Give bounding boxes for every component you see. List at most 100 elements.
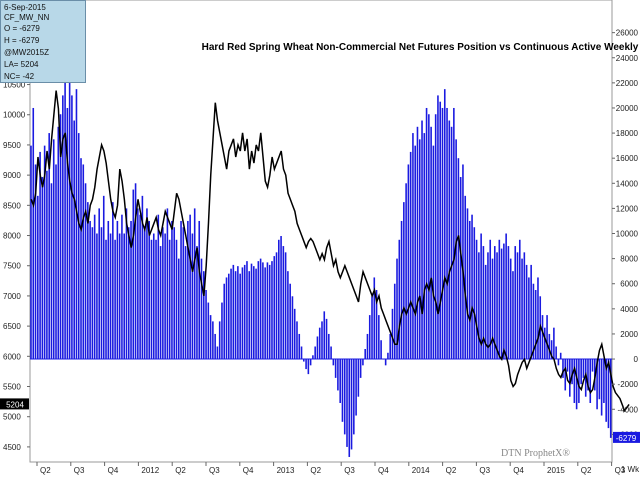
position-bar	[448, 120, 451, 360]
position-bar	[468, 220, 471, 360]
position-bar	[52, 139, 55, 360]
position-bar	[434, 114, 437, 360]
position-bar	[150, 239, 153, 360]
x-tick-label: Q4	[243, 466, 254, 475]
position-bar	[55, 164, 57, 360]
left-tick-label: 9000	[3, 171, 21, 180]
position-bar	[282, 246, 285, 360]
position-bar	[118, 233, 121, 360]
position-bar	[32, 107, 35, 360]
position-bar	[246, 261, 248, 360]
position-bar	[82, 164, 85, 360]
position-bar	[557, 359, 560, 366]
position-bar	[139, 214, 141, 360]
position-bar	[346, 359, 348, 447]
right-tick-label: 2000	[620, 330, 638, 339]
position-bar	[368, 315, 371, 360]
x-edge-label: 1 Wk	[621, 465, 640, 474]
position-bar	[91, 227, 94, 360]
position-bar	[205, 290, 207, 360]
position-bar	[107, 220, 110, 360]
position-bar	[518, 239, 521, 360]
position-bar	[130, 220, 132, 360]
position-bar	[555, 346, 557, 360]
position-bar	[439, 101, 442, 360]
position-bar	[532, 283, 535, 360]
position-bar	[587, 359, 589, 391]
x-tick-label: Q2	[40, 466, 51, 475]
position-bar	[43, 145, 46, 360]
x-tick-label: Q3	[615, 466, 626, 475]
position-bar	[493, 246, 496, 360]
position-bar	[521, 258, 523, 360]
info-date: 6-Sep-2015	[4, 3, 46, 12]
position-bar	[507, 246, 510, 360]
position-bar	[484, 264, 487, 360]
right-tick-label: 26000	[616, 29, 639, 38]
position-bar	[68, 82, 71, 360]
right-tick-label: 10000	[616, 230, 639, 239]
position-bar	[227, 273, 230, 360]
x-tick-label: Q2	[175, 466, 186, 475]
position-bar	[441, 107, 444, 360]
position-bar	[462, 164, 464, 360]
position-bar	[164, 233, 166, 360]
position-bar	[73, 120, 75, 360]
info-high: H = -6279	[4, 36, 40, 45]
position-bar	[541, 315, 544, 360]
position-bar	[121, 214, 123, 360]
position-bar	[50, 183, 53, 360]
position-bar	[298, 333, 301, 360]
position-marker: -6279	[613, 431, 640, 443]
right-tick-label: 6000	[620, 280, 638, 289]
position-bar	[291, 296, 294, 360]
right-axis: -6000-4000-20000200040006000800010000120…	[612, 29, 639, 439]
position-bar	[482, 246, 485, 360]
position-bar	[57, 126, 60, 360]
position-bar	[41, 177, 44, 360]
position-bar	[403, 202, 405, 360]
position-bar	[293, 308, 296, 360]
position-bar	[353, 359, 355, 435]
position-bar	[423, 133, 426, 360]
position-bar	[375, 290, 378, 360]
position-bar	[328, 333, 330, 360]
position-bar	[341, 359, 344, 422]
info-box: 6-Sep-2015 CF_MW_NN O = -6279 H = -6279 …	[0, 0, 86, 83]
position-bar	[59, 114, 62, 360]
position-bar	[75, 89, 78, 360]
position-bar	[152, 233, 155, 360]
position-bar	[127, 227, 130, 360]
left-tick-label: 4500	[3, 443, 21, 452]
right-tick-label: 12000	[616, 204, 639, 213]
position-bar	[191, 233, 194, 360]
position-bar	[184, 246, 187, 360]
position-bar	[162, 227, 164, 360]
position-bar	[396, 258, 398, 360]
position-bar	[323, 311, 326, 360]
position-bar	[232, 264, 235, 360]
position-bar	[146, 208, 148, 360]
position-bar	[48, 133, 50, 360]
position-bar	[225, 277, 228, 360]
position-bar	[332, 359, 335, 366]
right-tick-label: 20000	[616, 104, 639, 113]
position-bar	[603, 359, 605, 403]
position-bar	[237, 266, 239, 360]
position-bar	[591, 359, 594, 372]
x-tick-label: 2013	[277, 466, 295, 475]
position-marker-label: -6279	[616, 434, 637, 443]
right-tick-label: 0	[634, 355, 639, 364]
position-bar	[307, 359, 310, 375]
position-bar	[589, 359, 592, 403]
watermark: DTN ProphetX®	[501, 448, 570, 459]
position-bar	[155, 239, 157, 360]
position-bars	[30, 70, 612, 457]
position-bar	[177, 258, 180, 360]
position-bar	[198, 220, 201, 360]
position-bar	[534, 290, 537, 360]
left-tick-label: 7000	[3, 292, 21, 301]
position-bar	[514, 246, 517, 360]
right-tick-label: 18000	[616, 129, 639, 138]
position-bar	[600, 359, 603, 416]
